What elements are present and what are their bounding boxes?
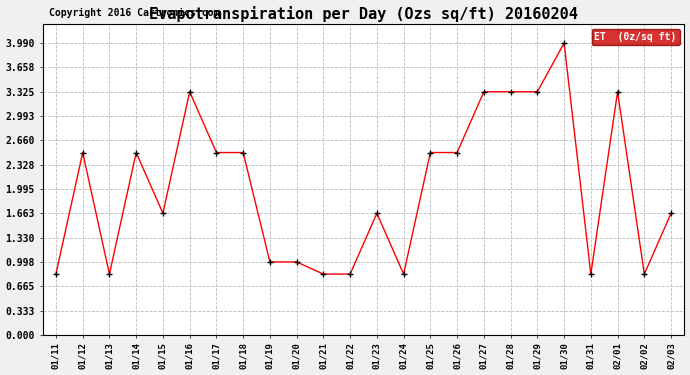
Legend: ET  (0z/sq ft): ET (0z/sq ft) — [591, 29, 680, 45]
Text: Copyright 2016 Cartronics.com: Copyright 2016 Cartronics.com — [49, 8, 219, 18]
Title: Evapotranspiration per Day (Ozs sq/ft) 20160204: Evapotranspiration per Day (Ozs sq/ft) 2… — [149, 6, 578, 21]
